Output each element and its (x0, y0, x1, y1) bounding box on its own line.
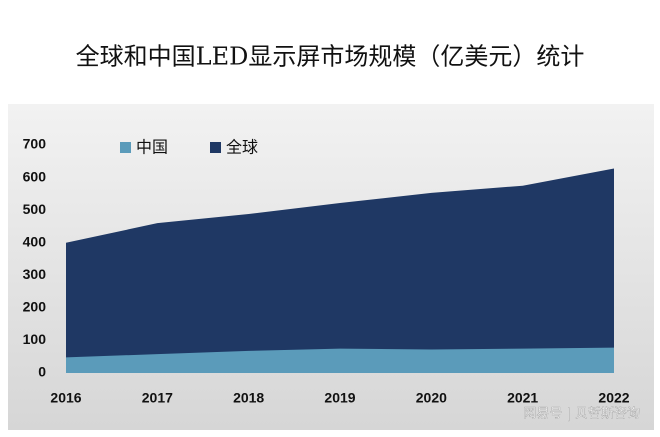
legend-label: 中国 (136, 138, 168, 157)
x-tick-label: 2016 (50, 390, 81, 406)
y-tick-label: 200 (23, 299, 47, 315)
y-tick-label: 300 (23, 266, 47, 282)
x-tick-label: 2020 (416, 390, 447, 406)
y-tick-label: 600 (23, 168, 47, 184)
x-tick-label: 2018 (233, 390, 264, 406)
legend-label: 全球 (226, 138, 258, 157)
area (66, 347, 614, 373)
y-tick-label: 500 (23, 201, 47, 217)
y-tick-label: 0 (38, 364, 46, 380)
x-tick-label: 2021 (507, 390, 538, 406)
y-tick-label: 700 (23, 136, 47, 152)
chart-title: 全球和中国LED显示屏市场规模（亿美元）统计 (76, 43, 585, 71)
y-tick-label: 100 (23, 331, 47, 347)
y-tick-label: 400 (23, 233, 47, 249)
watermark: 网易号 | 贝哲斯咨询 (523, 407, 640, 422)
legend-swatch (120, 142, 131, 153)
legend-swatch (210, 142, 221, 153)
area (66, 168, 614, 373)
x-tick-label: 2017 (142, 390, 173, 406)
x-tick-label: 2022 (598, 390, 629, 406)
x-tick-label: 2019 (324, 390, 355, 406)
